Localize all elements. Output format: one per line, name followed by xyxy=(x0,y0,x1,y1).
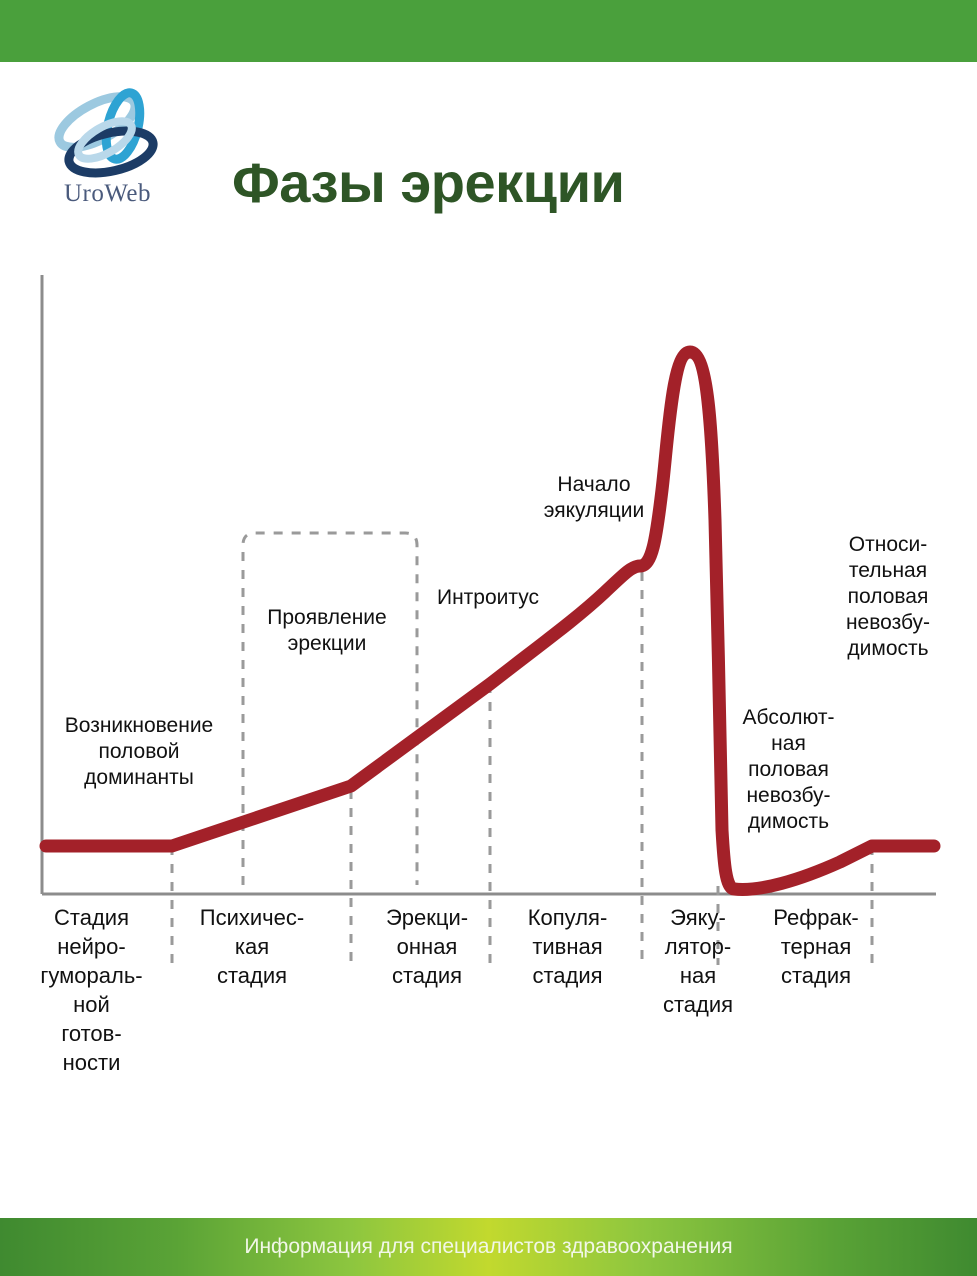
top-green-banner xyxy=(0,0,977,62)
interlocking-ellipses-logo-icon xyxy=(54,88,158,178)
page-header: UroWeb Фазы эрекции xyxy=(0,62,977,237)
arousal-curve xyxy=(39,345,941,896)
annotation-absolute-refractory: Абсолют-ная половая невозбу-димость xyxy=(742,706,835,833)
xaxis-label-psychic: Психичес-кая стадия xyxy=(199,905,305,988)
footer-text: Информация для специалистов здравоохране… xyxy=(244,1235,733,1258)
annotation-sexual-dominant: Возникновение половой доминанты xyxy=(64,714,214,789)
stage-divider-lines xyxy=(170,572,874,965)
annotation-erection-manifestation: Проявление эрекции xyxy=(267,606,387,655)
annotation-relative-refractory: Относи-тельная половая невозбу-димость xyxy=(845,533,931,660)
page-footer: Информация для специалистов здравоохране… xyxy=(0,1218,977,1276)
xaxis-label-erectile: Эрекци-онная стадия xyxy=(385,905,469,988)
xaxis-label-neurohumoral: Стадия нейро-гумораль-ной готов-ности xyxy=(40,905,143,1075)
xaxis-label-copulative: Копуля-тивная стадия xyxy=(527,905,608,988)
erection-callout-box xyxy=(241,531,419,885)
annotation-ejaculation-start: Начало эякуляции xyxy=(543,473,645,522)
page-title: Фазы эрекции xyxy=(232,151,625,214)
logo-wordmark: UroWeb xyxy=(63,180,152,207)
annotation-introitus: Интроитус xyxy=(436,586,540,609)
xaxis-label-refractory: Рефрак-терная стадия xyxy=(773,905,859,988)
uroweb-logo: UroWeb xyxy=(45,82,170,217)
xaxis-label-ejaculatory: Эяку-лятор-ная стадия xyxy=(662,905,734,1017)
